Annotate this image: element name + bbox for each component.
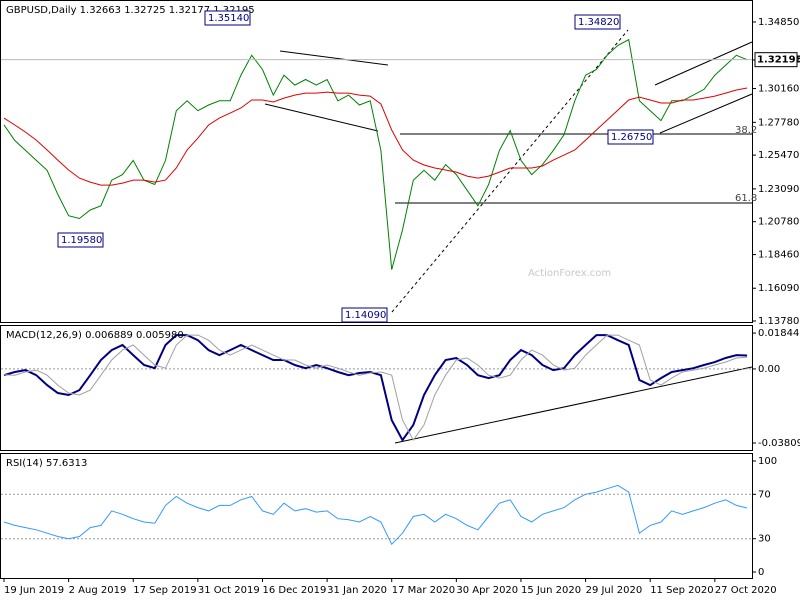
annotation-box <box>57 232 104 248</box>
x-tick-label: 30 Apr 2020 <box>456 585 518 596</box>
x-tick-label: 15 Jun 2020 <box>521 585 581 596</box>
x-tick-label: 17 Sep 2019 <box>133 585 196 596</box>
trendlines <box>264 29 753 444</box>
y-tick-label: 1.34850 <box>758 17 799 28</box>
annotation-box <box>607 129 654 145</box>
annotation: 1.19580 <box>61 235 102 246</box>
series-line <box>3 87 748 186</box>
y-tick-label: 100 <box>758 456 777 467</box>
series-line <box>3 484 748 546</box>
trendline <box>264 103 379 132</box>
y-tick-label: 1.16090 <box>758 283 799 294</box>
y-tick-label: 1.23090 <box>758 184 799 195</box>
annotation-box <box>341 307 388 323</box>
y-tick-label: 1.27780 <box>758 117 799 128</box>
x-tick-label: 2 Aug 2019 <box>69 585 127 596</box>
x-tick-label: 11 Sep 2020 <box>650 585 713 596</box>
channel-line <box>659 93 753 134</box>
annotation: 61.8 <box>735 193 757 204</box>
annotation-box <box>574 14 621 30</box>
panel-frame <box>0 453 753 579</box>
x-tick-label: 31 Jan 2020 <box>327 585 387 596</box>
series-line <box>3 334 748 442</box>
panel-title: MACD(12,26,9) 0.006889 0.005980 <box>6 330 184 341</box>
x-tick-label: 27 Oct 2020 <box>715 585 777 596</box>
channel-line <box>654 41 753 86</box>
panel-frame <box>0 325 753 451</box>
y-tick-label: 1.25470 <box>758 150 799 161</box>
y-tick-label: 70 <box>758 489 771 500</box>
series-line <box>3 38 748 270</box>
x-tick-label: 19 Jun 2019 <box>4 585 64 596</box>
trendline <box>391 29 629 313</box>
y-tick-label: 1.20780 <box>758 217 799 228</box>
y-tick-label: 1.13780 <box>758 316 799 327</box>
annotation: 1.14090 <box>345 310 386 321</box>
x-tick-label: 31 Oct 2019 <box>198 585 260 596</box>
annotation: 38.2 <box>735 125 757 136</box>
annotation: 1.26750 <box>611 132 652 143</box>
last-price-tag <box>754 52 798 68</box>
series-line <box>3 334 748 442</box>
x-tick-label: 16 Dec 2019 <box>262 585 326 596</box>
last-price-label: 1.32195 <box>757 55 800 66</box>
y-tick-label: 1.18460 <box>758 250 799 261</box>
y-tick-label: 0.00 <box>758 364 780 375</box>
annotation: 1.34820 <box>578 17 619 28</box>
x-tick-label: 29 Jul 2020 <box>586 585 643 596</box>
y-tick-label: 0.018442 <box>758 328 800 339</box>
panel-title: GBPUSD,Daily 1.32663 1.32725 1.32177 1.3… <box>6 5 255 16</box>
y-tick-label: 30 <box>758 534 771 545</box>
x-tick-label: 17 Mar 2020 <box>392 585 455 596</box>
trendline <box>394 366 753 444</box>
trendline <box>279 50 389 66</box>
y-tick-label: 1.30160 <box>758 84 799 95</box>
annotation-box <box>204 10 251 26</box>
annotation: 1.35140 <box>208 13 249 24</box>
y-tick-label: 0 <box>758 567 764 578</box>
watermark: ActionForex.com <box>528 268 611 279</box>
y-tick-label: -0.038095 <box>758 438 800 449</box>
panel-title: RSI(14) 57.6313 <box>6 458 87 469</box>
